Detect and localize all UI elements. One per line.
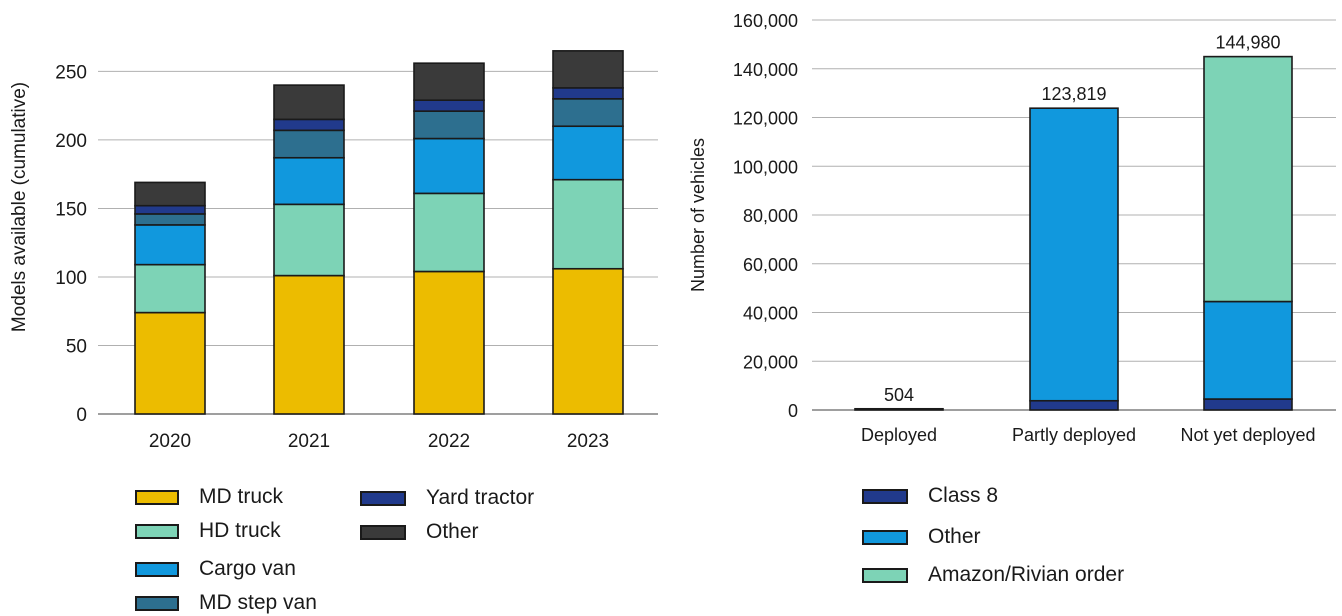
- left-chart: 0 50 100 150 200 250 2020 2021 2022 2023 Models a…: [9, 50, 658, 452]
- legend-item-other: Other: [360, 520, 479, 544]
- right-y-tick-label: 0: [788, 401, 798, 421]
- left-bar-2022-yard-tractor: [413, 99, 485, 112]
- legend-item-md-step-van: MD step van: [135, 591, 317, 615]
- left-bar-2023-md-step-van: [552, 98, 624, 128]
- legend-item-yard-tractor: Yard tractor: [360, 486, 534, 510]
- left-y-tick-label: 100: [55, 268, 87, 289]
- left-bars: [134, 50, 624, 415]
- right-bar-partly-deployed-class-8: [1029, 399, 1119, 411]
- legend-swatch-other: [360, 524, 406, 540]
- legend-swatch-cargo-van: [135, 561, 179, 577]
- right-x-tick-label: Partly deployed: [1012, 425, 1136, 445]
- legend-label-class-8: Class 8: [928, 484, 999, 507]
- right-y-tick-label: 60,000: [743, 255, 798, 275]
- left-bar-2022-md-truck: [413, 270, 485, 415]
- left-bar-2020-md-step-van: [134, 213, 206, 226]
- right-y-tick-label: 100,000: [733, 157, 798, 177]
- left-bar-2023-yard-tractor: [552, 87, 624, 100]
- right-y-tick-label: 80,000: [743, 206, 798, 226]
- legend-swatch-class-8: [862, 488, 908, 504]
- right-y-axis-label: Number of vehicles: [688, 138, 708, 292]
- right-tick-labels: 0 20,000 40,000 60,000 80,000 100,000 120,000 1…: [733, 11, 1316, 445]
- right-x-tick-label: Not yet deployed: [1180, 425, 1315, 445]
- left-bar-2023-other: [552, 50, 624, 89]
- legend-label-other-vehicles: Other: [928, 525, 981, 548]
- left-bar-2020-other: [134, 181, 206, 207]
- legend-label-yard-tractor: Yard tractor: [426, 486, 535, 509]
- legend-label-other: Other: [426, 520, 479, 543]
- left-bar-2021-hd-truck: [273, 203, 345, 277]
- left-bar-2020-yard-tractor: [134, 204, 206, 215]
- legend-swatch-yard-tractor: [360, 490, 406, 506]
- legend-item-other-vehicles: Other: [862, 525, 981, 549]
- left-x-tick-label: 2023: [567, 431, 609, 452]
- legend-swatch-md-step-van: [135, 595, 179, 611]
- right-y-tick-label: 20,000: [743, 352, 798, 372]
- legend-label-cargo-van: Cargo van: [199, 557, 296, 580]
- legend-label-md-truck: MD truck: [199, 485, 283, 508]
- left-bar-2023-hd-truck: [552, 178, 624, 270]
- left-bar-2021-md-truck: [273, 274, 345, 415]
- left-y-tick-label: 150: [55, 199, 87, 220]
- right-y-tick-label: 140,000: [733, 60, 798, 80]
- left-bar-2022-other: [413, 62, 485, 101]
- left-bar-2022-cargo-van: [413, 137, 485, 195]
- right-bar-partly-deployed-other: [1029, 107, 1119, 402]
- left-bar-2022-hd-truck: [413, 192, 485, 273]
- legend-item-md-truck: MD truck: [135, 485, 283, 509]
- left-bar-2021-yard-tractor: [273, 118, 345, 132]
- legend-item-cargo-van: Cargo van: [135, 557, 296, 581]
- left-y-tick-label: 200: [55, 131, 87, 152]
- left-y-tick-label: 0: [76, 405, 87, 426]
- right-total-label: 504: [884, 385, 914, 405]
- legend-label-amazon-rivian: Amazon/Rivian order: [928, 563, 1125, 586]
- legend-label-hd-truck: HD truck: [199, 519, 281, 542]
- right-bar-deployed-class-8: [854, 407, 944, 411]
- left-x-tick-label: 2022: [428, 431, 470, 452]
- left-bar-2020-md-truck: [134, 311, 206, 415]
- legend-item-amazon-rivian: Amazon/Rivian order: [862, 563, 1124, 587]
- right-bar-not-yet-deployed-other: [1203, 300, 1293, 400]
- right-chart: 0 20,000 40,000 60,000 80,000 100,000 120,000 1…: [688, 11, 1336, 445]
- right-y-tick-label: 160,000: [733, 11, 798, 31]
- right-total-label: 123,819: [1041, 84, 1106, 104]
- left-bar-2020-cargo-van: [134, 224, 206, 266]
- left-x-tick-label: 2020: [149, 431, 191, 452]
- left-bar-2021-md-step-van: [273, 129, 345, 159]
- right-bar-not-yet-deployed-class-8: [1203, 398, 1293, 411]
- left-bar-2021-other: [273, 84, 345, 121]
- right-bar-not-yet-deployed-amazon-rivian-order: [1203, 55, 1293, 303]
- legend-item-class-8: Class 8: [862, 484, 998, 508]
- legend-swatch-hd-truck: [135, 523, 179, 539]
- right-total-label: 144,980: [1215, 33, 1280, 53]
- right-x-tick-label: Deployed: [861, 425, 937, 445]
- legend-swatch-amazon-rivian: [862, 567, 908, 583]
- left-y-axis-label: Models available (cumulative): [9, 82, 30, 332]
- legend-label-md-step-van: MD step van: [199, 591, 317, 614]
- left-bar-2021-cargo-van: [273, 156, 345, 206]
- right-y-tick-label: 120,000: [733, 109, 798, 129]
- left-y-tick-label: 50: [66, 336, 87, 357]
- legend-item-hd-truck: HD truck: [135, 519, 281, 543]
- left-bar-2023-cargo-van: [552, 125, 624, 181]
- legend-swatch-other-vehicles: [862, 529, 908, 545]
- left-x-tick-label: 2021: [288, 431, 330, 452]
- left-tick-labels: 0 50 100 150 200 250 2020 2021 2022 2023: [55, 62, 609, 452]
- left-y-tick-label: 250: [55, 62, 87, 83]
- right-bars: [854, 55, 1293, 411]
- right-y-tick-label: 40,000: [743, 304, 798, 324]
- left-bar-2023-md-truck: [552, 267, 624, 415]
- legend-swatch-md-truck: [135, 489, 179, 505]
- left-bar-2020-hd-truck: [134, 263, 206, 314]
- left-bar-2022-md-step-van: [413, 110, 485, 140]
